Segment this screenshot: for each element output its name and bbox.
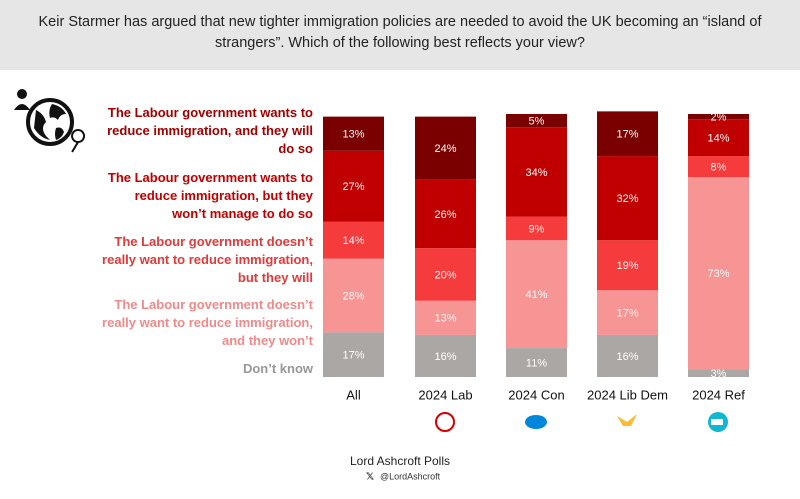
bar-segment bbox=[323, 150, 384, 222]
x-tick-label: 2024 Ref bbox=[692, 387, 745, 402]
bar-segment bbox=[506, 127, 567, 217]
value-label: 26% bbox=[434, 209, 456, 221]
bar-segment bbox=[688, 156, 749, 178]
bar-segment bbox=[506, 348, 567, 377]
x-tick-label: 2024 Lib Dem bbox=[587, 387, 668, 402]
value-label: 32% bbox=[616, 193, 638, 205]
value-label: 8% bbox=[711, 162, 727, 174]
bar-segment bbox=[597, 156, 658, 241]
value-label: 17% bbox=[616, 129, 638, 141]
value-label: 41% bbox=[525, 289, 547, 301]
bar-segment bbox=[688, 177, 749, 370]
bar-segment bbox=[688, 114, 749, 120]
value-label: 14% bbox=[342, 235, 364, 247]
value-label: 13% bbox=[434, 313, 456, 325]
bar-segment bbox=[323, 116, 384, 151]
bar-segment bbox=[415, 248, 476, 301]
handle: @LordAshcroft bbox=[380, 471, 441, 481]
value-label: 73% bbox=[707, 268, 729, 280]
value-label: 13% bbox=[342, 129, 364, 141]
value-label: 11% bbox=[526, 357, 547, 369]
bar-segment bbox=[415, 300, 476, 335]
chart-title: Keir Starmer has argued that new tighter… bbox=[38, 14, 762, 51]
bar-segment bbox=[597, 290, 658, 335]
value-label: 5% bbox=[529, 115, 545, 127]
bar-segment bbox=[688, 119, 749, 157]
value-label: 24% bbox=[434, 143, 456, 155]
legend-label: Don’t know bbox=[242, 361, 313, 376]
value-label: 17% bbox=[616, 307, 638, 319]
party-logos bbox=[435, 412, 728, 432]
value-label: 20% bbox=[434, 269, 456, 281]
x-logo: 𝕏 bbox=[366, 472, 374, 483]
value-label: 3% bbox=[711, 368, 727, 380]
value-label: 2% bbox=[711, 112, 727, 124]
bar-segment bbox=[506, 114, 567, 128]
legend-label: The Labour government doesn’t really wan… bbox=[102, 234, 313, 285]
x-tick-label: All bbox=[346, 387, 361, 402]
bar-segment bbox=[415, 179, 476, 249]
bar-segment bbox=[506, 216, 567, 241]
bar-segment bbox=[323, 332, 384, 377]
bar-segment bbox=[415, 334, 476, 377]
bar-segment bbox=[597, 240, 658, 291]
legend-label: The Labour government doesn’t really wan… bbox=[102, 297, 313, 348]
legend-label: The Labour government wants to reduce im… bbox=[107, 105, 313, 156]
bar-segment bbox=[597, 334, 658, 377]
bar-segment bbox=[323, 258, 384, 333]
value-label: 16% bbox=[616, 351, 638, 363]
bar-segment bbox=[415, 116, 476, 180]
value-label: 9% bbox=[529, 223, 545, 235]
value-label: 17% bbox=[342, 350, 364, 362]
source: Lord Ashcroft Polls bbox=[350, 454, 450, 468]
value-label: 34% bbox=[525, 167, 547, 179]
value-label: 14% bbox=[707, 133, 729, 145]
value-label: 16% bbox=[434, 351, 456, 363]
bar-segment bbox=[506, 240, 567, 349]
x-tick-label: 2024 Con bbox=[508, 387, 564, 402]
bar-segment bbox=[688, 369, 749, 377]
header: Keir Starmer has argued that new tighter… bbox=[0, 0, 800, 70]
value-label: 27% bbox=[342, 181, 364, 193]
value-label: 19% bbox=[616, 260, 638, 272]
globe-icon bbox=[14, 89, 86, 153]
value-label: 28% bbox=[342, 290, 364, 302]
x-tick-label: 2024 Lab bbox=[418, 387, 472, 402]
legend-label: The Labour government wants to reduce im… bbox=[107, 170, 313, 221]
bar-segment bbox=[597, 111, 658, 157]
bar-segment bbox=[323, 221, 384, 259]
